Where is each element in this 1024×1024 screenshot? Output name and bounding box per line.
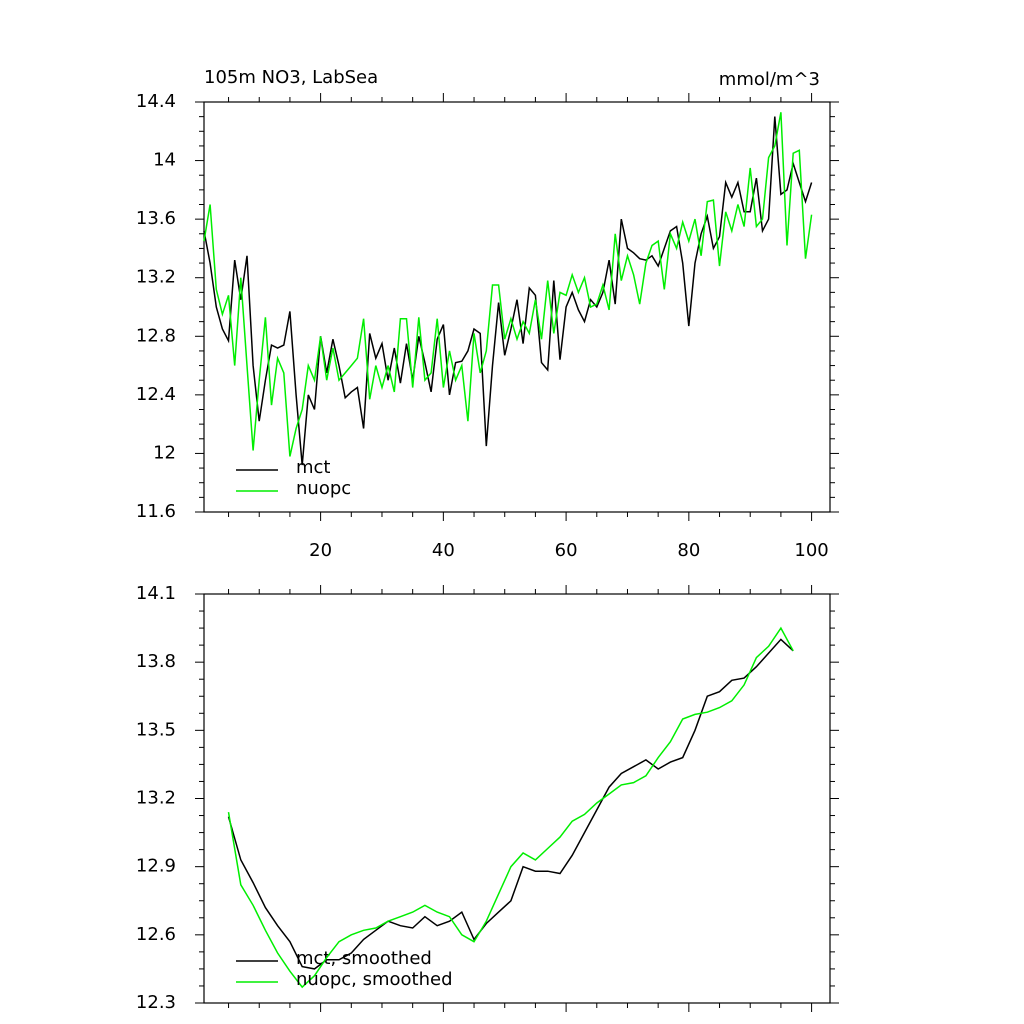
y-tick-label: 14 <box>153 150 176 171</box>
legend-label: mct <box>296 457 331 478</box>
x-tick-label: 100 <box>794 540 828 561</box>
x-tick-label: 80 <box>677 540 700 561</box>
units-label: mmol/m^3 <box>719 69 820 90</box>
y-tick-label: 13.2 <box>136 267 176 288</box>
legend-label: nuopc <box>296 478 351 499</box>
data-line <box>227 638 794 970</box>
y-tick-label: 12.6 <box>136 924 176 945</box>
y-tick-label: 12.9 <box>136 856 176 877</box>
data-line <box>203 112 813 457</box>
legend-label: mct, smoothed <box>296 948 432 969</box>
chart-title: 105m NO3, LabSea <box>204 67 378 88</box>
y-tick-label: 14.1 <box>136 583 176 604</box>
y-tick-label: 12 <box>153 442 176 463</box>
y-tick-label: 12.3 <box>136 992 176 1013</box>
y-tick-label: 13.8 <box>136 651 176 672</box>
legend-label: nuopc, smoothed <box>296 969 453 990</box>
data-line <box>227 626 794 989</box>
y-tick-label: 11.6 <box>136 501 176 522</box>
plot-frame <box>203 101 831 513</box>
x-tick-label: 20 <box>309 540 332 561</box>
data-line <box>203 116 813 466</box>
x-tick-label: 60 <box>555 540 578 561</box>
y-tick-label: 12.4 <box>136 384 176 405</box>
x-tick-label: 40 <box>432 540 455 561</box>
plot-frame <box>203 593 831 1004</box>
y-tick-label: 13.6 <box>136 208 176 229</box>
y-tick-label: 13.5 <box>136 719 176 740</box>
y-tick-label: 14.4 <box>136 91 176 112</box>
y-tick-label: 12.8 <box>136 325 176 346</box>
y-tick-label: 13.2 <box>136 788 176 809</box>
